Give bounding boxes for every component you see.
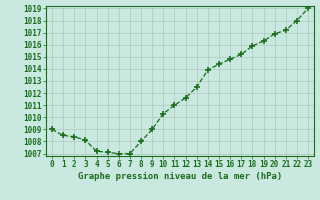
X-axis label: Graphe pression niveau de la mer (hPa): Graphe pression niveau de la mer (hPa) [78, 172, 282, 181]
